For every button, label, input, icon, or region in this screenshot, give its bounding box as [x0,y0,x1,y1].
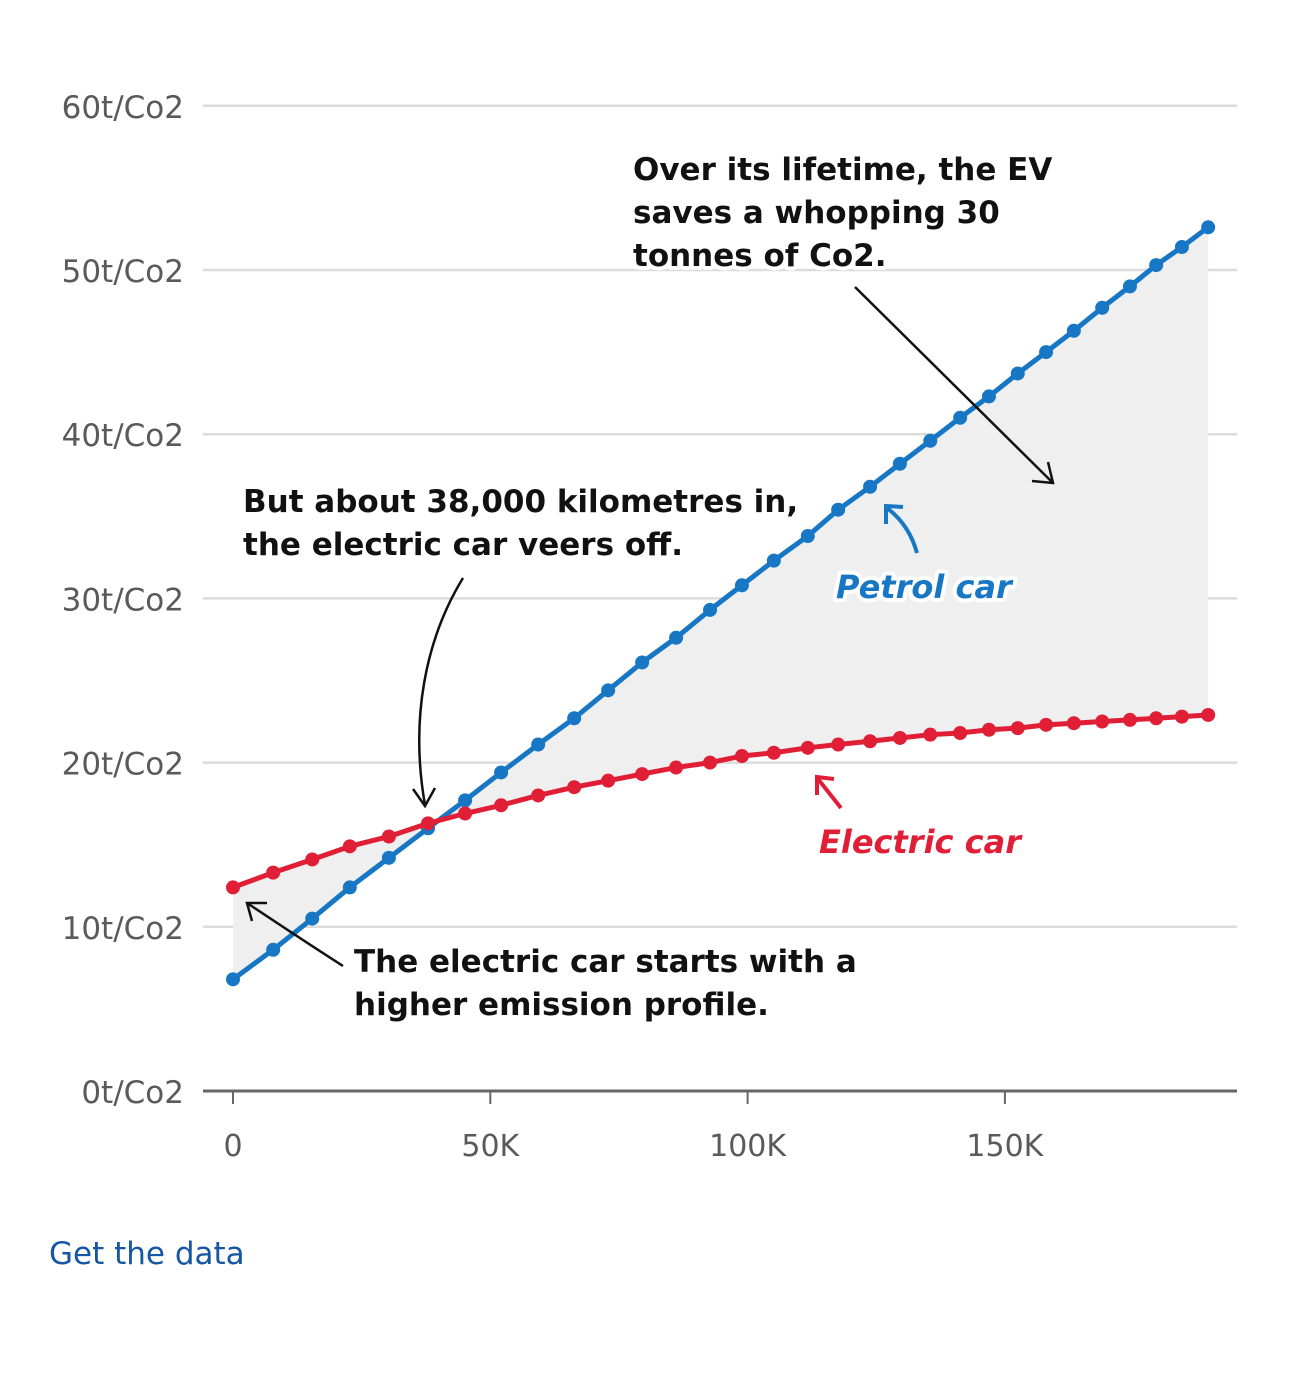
point-petrol-car [226,972,240,987]
arrow-icon [884,503,904,524]
point-petrol-car [342,880,357,895]
point-petrol-car [305,911,320,926]
point-petrol-car [458,793,473,808]
point-petrol-car [1095,300,1110,315]
point-petrol-car [669,630,684,645]
point-petrol-car [766,553,781,568]
x-tick-label: 150K [966,1129,1044,1164]
get-the-data-link[interactable]: Get the data [49,1236,245,1272]
point-electric-car [734,749,749,764]
point-petrol-car [863,479,878,494]
point-electric-car [266,865,281,880]
point-electric-car [635,767,650,782]
point-petrol-car [703,602,718,617]
point-electric-car [1174,709,1189,724]
point-electric-car [1201,707,1216,722]
point-petrol-car [567,711,582,726]
point-petrol-car [831,502,846,517]
electric-car-label: Electric car [819,823,1023,861]
point-electric-car [831,737,846,752]
y-tick-label: 30t/Co2 [62,582,184,618]
y-tick-label: 20t/Co2 [62,747,184,783]
point-electric-car [703,755,718,770]
point-petrol-car [1149,258,1164,273]
y-tick-label: 0t/Co2 [81,1075,184,1111]
point-electric-car [1095,714,1110,729]
annotation-crossover-line-1: But about 38,000 kilometres in, [243,484,798,520]
label-electric-car: Electric car [815,774,1027,865]
x-axis: 0 50K 100K 150K [203,1089,1237,1164]
point-electric-car [342,839,357,854]
point-electric-car [567,780,582,795]
point-petrol-car [601,683,616,698]
point-electric-car [1149,711,1164,726]
point-electric-car [981,722,996,737]
annotation-lifetime-line-3: tonnes of Co2. [633,238,887,274]
annotation-start: The electric car starts with a higher em… [245,901,861,1027]
point-petrol-car [734,578,749,593]
series-electric-car [226,707,1216,895]
point-electric-car [1010,721,1025,736]
annotation-crossover: But about 38,000 kilometres in, the elec… [239,480,802,809]
annotation-lifetime: Over its lifetime, the EV saves a whoppi… [629,148,1056,485]
label-petrol-car: Petrol car [832,503,1018,610]
point-electric-car [892,730,907,745]
y-tick-label: 60t/Co2 [62,90,184,126]
point-petrol-car [892,456,907,471]
y-tick-label: 10t/Co2 [62,911,184,947]
point-electric-car [531,788,546,803]
point-petrol-car [800,529,815,544]
point-petrol-car [1066,323,1081,338]
annotation-start-line-1: The electric car starts with a [354,944,857,980]
arrow-icon [854,286,1055,485]
point-petrol-car [1201,220,1216,235]
point-electric-car [800,740,815,755]
annotation-lifetime-line-1: Over its lifetime, the EV [633,152,1052,188]
point-petrol-car [1039,345,1054,360]
point-petrol-car [494,765,509,780]
point-electric-car [421,816,436,831]
x-tick-label: 0 [223,1129,242,1164]
point-electric-car [494,798,509,813]
y-axis: 0t/Co2 10t/Co2 20t/Co2 30t/Co2 40t/Co2 50t/Co… [62,90,184,1111]
point-electric-car [766,745,781,760]
annotation-lifetime-line-2: saves a whopping 30 [633,195,1000,231]
point-petrol-car [981,389,996,404]
point-electric-car [381,829,396,844]
point-electric-car [923,727,938,742]
point-petrol-car [923,433,938,448]
arrow-icon [815,774,835,795]
y-tick-label: 50t/Co2 [62,254,184,290]
point-electric-car [863,734,878,749]
point-petrol-car [953,410,968,425]
x-tick-label: 100K [709,1129,787,1164]
series-group [226,220,1216,987]
point-electric-car [458,806,473,821]
curved-arrow-icon [245,901,344,968]
point-petrol-car [381,850,396,865]
point-electric-car [1039,717,1054,732]
annotation-crossover-line-2: the electric car veers off. [243,527,683,563]
point-electric-car [953,726,968,741]
point-electric-car [601,773,616,788]
point-electric-car [305,852,320,867]
point-petrol-car [531,737,546,752]
point-petrol-car [1122,279,1137,294]
point-petrol-car [266,942,281,957]
point-petrol-car [635,655,650,670]
point-electric-car [1066,716,1081,731]
point-petrol-car [1174,240,1189,255]
grid-lines [203,104,1237,929]
petrol-car-label: Petrol car [836,568,1014,606]
point-electric-car [1122,712,1137,727]
x-tick-label: 50K [461,1129,520,1164]
annotation-start-line-2: higher emission profile. [354,987,769,1023]
point-petrol-car [1010,366,1025,381]
point-electric-car [226,880,240,895]
y-tick-label: 40t/Co2 [62,418,184,454]
curved-arrow-icon [411,577,465,809]
point-electric-car [669,760,684,775]
